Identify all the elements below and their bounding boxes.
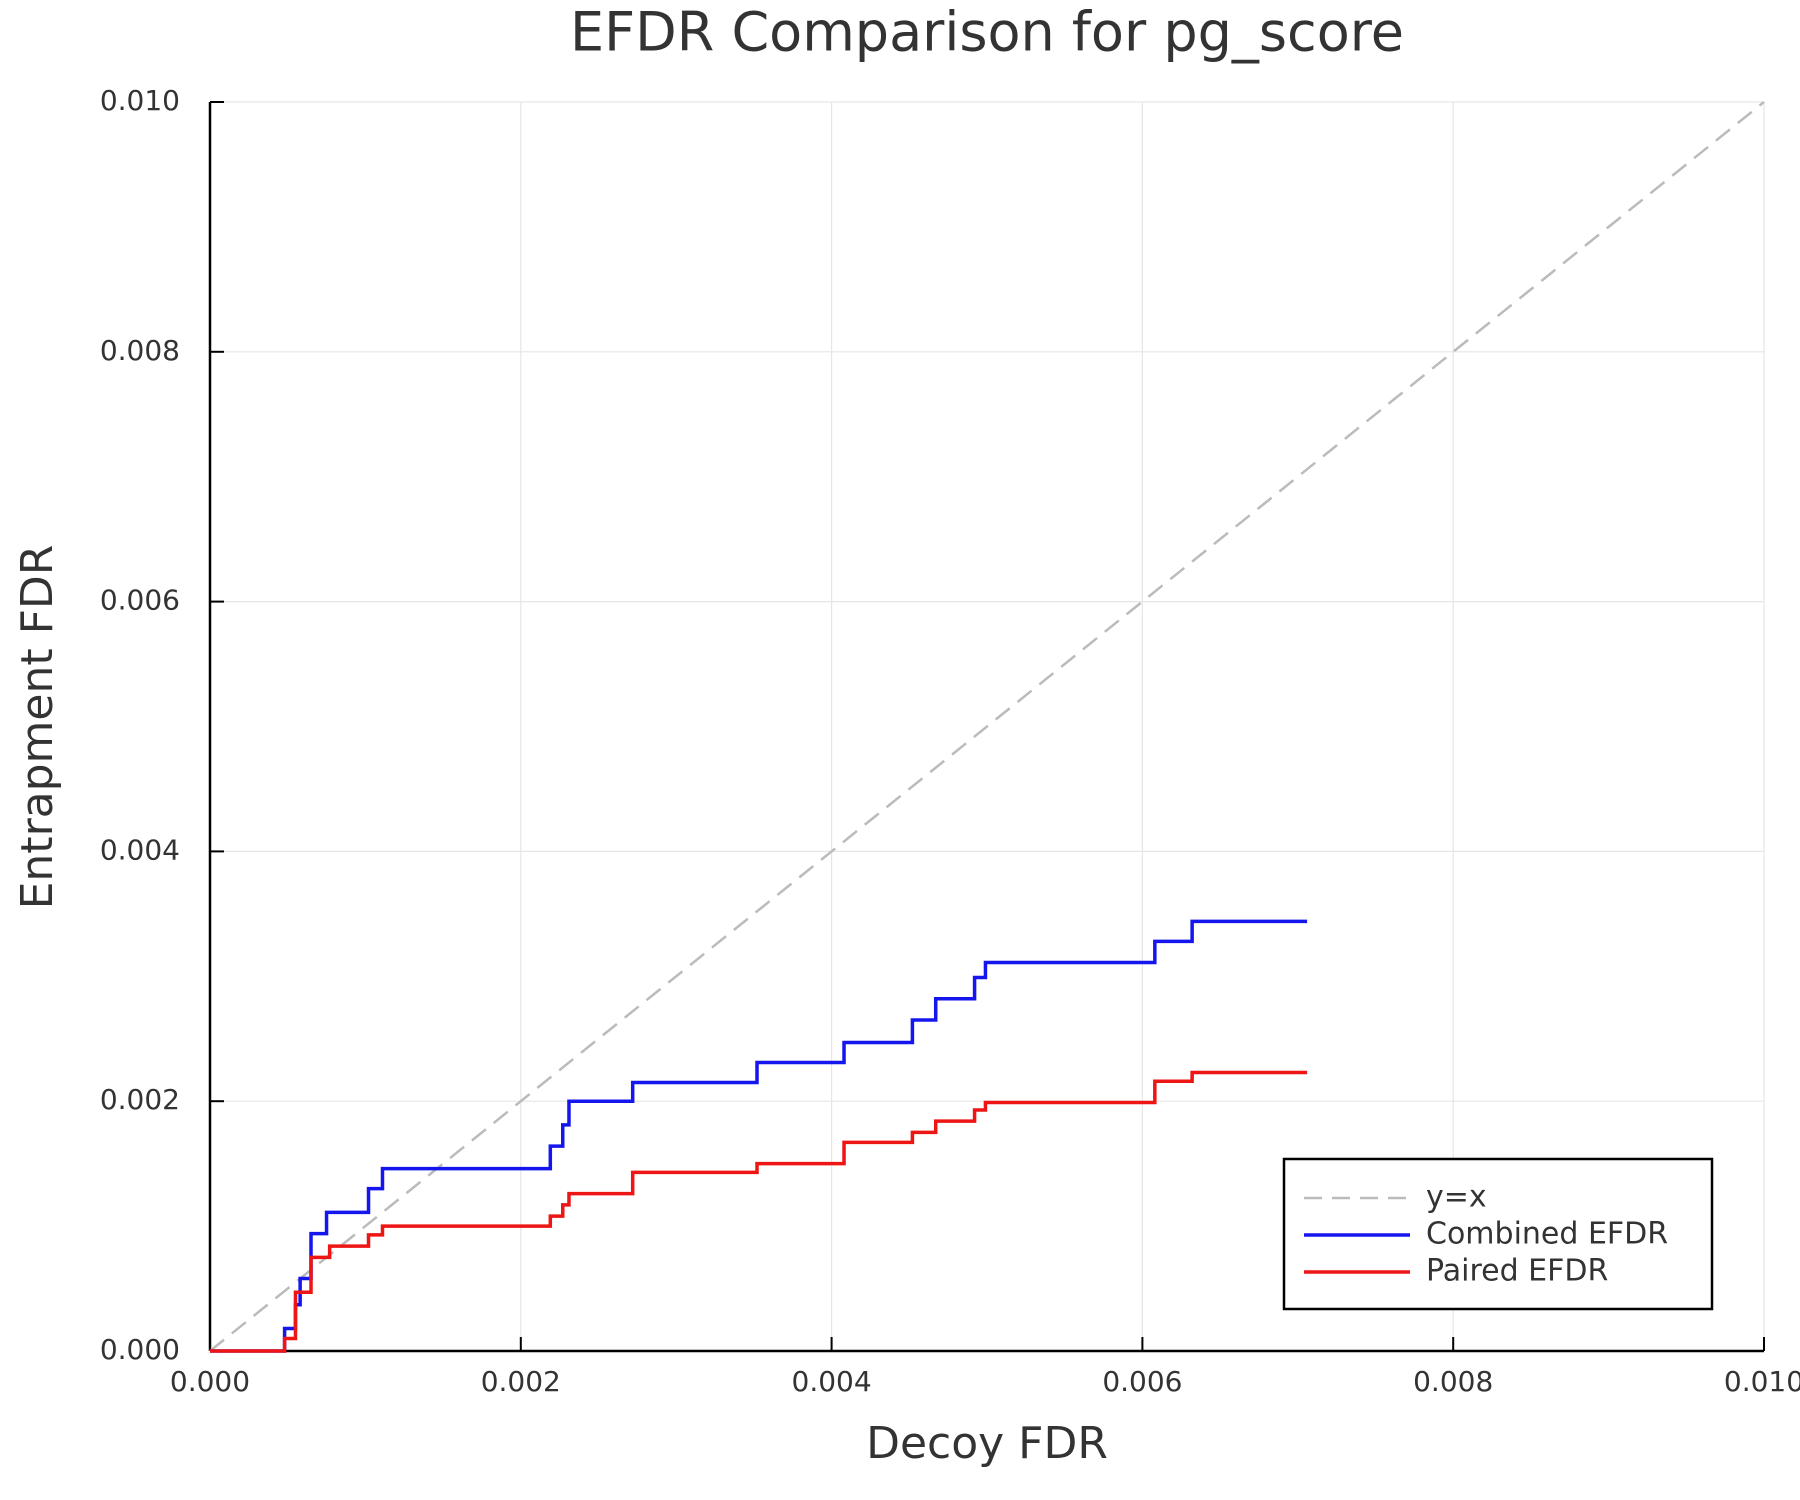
x-tick-label: 0.000 xyxy=(170,1365,250,1398)
x-tick-label: 0.010 xyxy=(1724,1365,1800,1398)
series-line xyxy=(210,919,1308,1353)
chart-title: EFDR Comparison for pg_score xyxy=(570,1,1404,64)
legend-label: y=x xyxy=(1426,1180,1487,1215)
series-line xyxy=(209,101,1765,1352)
y-tick-label: 0.004 xyxy=(100,833,180,866)
x-tick-label: 0.006 xyxy=(1102,1365,1182,1398)
y-tick-label: 0.010 xyxy=(100,84,180,117)
x-tick-label: 0.008 xyxy=(1413,1365,1493,1398)
x-axis-label: Decoy FDR xyxy=(866,1418,1108,1469)
y-tick-label: 0.000 xyxy=(100,1333,180,1366)
x-tick-label: 0.002 xyxy=(481,1365,561,1398)
legend-label: Paired EFDR xyxy=(1426,1254,1608,1289)
y-axis-label: Entrapment FDR xyxy=(12,545,63,910)
series-line xyxy=(210,1070,1308,1353)
y-tick-label: 0.008 xyxy=(100,334,180,367)
x-tick-label: 0.004 xyxy=(792,1365,872,1398)
y-tick-label: 0.006 xyxy=(100,584,180,617)
y-tick-label: 0.002 xyxy=(100,1083,180,1116)
legend-label: Combined EFDR xyxy=(1426,1217,1668,1252)
